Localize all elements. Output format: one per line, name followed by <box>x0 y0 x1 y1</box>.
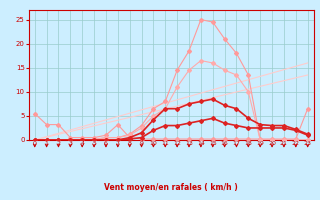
Text: Vent moyen/en rafales ( km/h ): Vent moyen/en rafales ( km/h ) <box>104 183 238 192</box>
